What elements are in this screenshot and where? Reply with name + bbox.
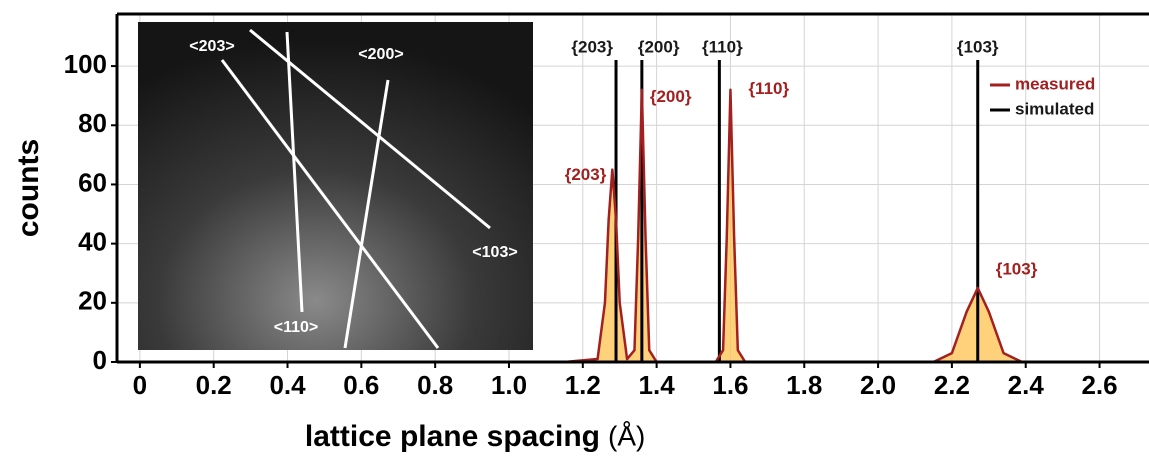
x-tick-label: 0.8	[417, 370, 453, 400]
legend-label: simulated	[1015, 99, 1094, 118]
x-tick-label: 1.4	[639, 370, 676, 400]
inset-line	[220, 59, 440, 349]
inset-label: <110>	[274, 319, 319, 336]
x-tick-label: 1.0	[491, 370, 527, 400]
simulated-label: {200}	[638, 37, 680, 56]
peak-label: {200}	[650, 87, 692, 106]
peak-label: {203}	[565, 165, 607, 184]
inset-background	[138, 22, 533, 350]
x-tick-label: 0	[133, 370, 147, 400]
measured-line	[564, 88, 1023, 364]
inset-label: <200>	[358, 46, 403, 63]
y-axis-label: counts	[12, 139, 45, 237]
x-tick-label: 1.2	[565, 370, 601, 400]
x-tick-label: 2.6	[1081, 370, 1117, 400]
inset-lines	[220, 28, 491, 349]
inset-image: <203> <200> <103> <110>	[138, 22, 533, 350]
x-tick-label: 1.8	[786, 370, 822, 400]
y-tick-label: 20	[78, 286, 107, 316]
inset-line	[285, 31, 304, 313]
x-axis-unit: (Å)	[608, 420, 645, 451]
peak-label: {110}	[748, 79, 789, 98]
x-tick-label: 1.6	[712, 370, 748, 400]
y-tick-label: 60	[78, 167, 107, 197]
inset-label: <203>	[189, 38, 234, 55]
x-tick-label: 2.4	[1008, 370, 1045, 400]
peak-label: {103}	[996, 260, 1038, 279]
axes-frame	[115, 12, 1149, 364]
x-tick-label: 0.6	[343, 370, 379, 400]
y-tick-label: 100	[64, 49, 107, 79]
measured-area	[564, 89, 1023, 363]
x-tick-label: 2.2	[934, 370, 970, 400]
y-tick-label: 0	[93, 345, 107, 375]
y-tick-label: 80	[78, 108, 107, 138]
inset-line	[343, 79, 390, 349]
simulated-label: {110}	[702, 37, 743, 56]
simulated-label: {103}	[957, 37, 999, 56]
x-tick-label: 0.2	[196, 370, 232, 400]
inset-label: <103>	[472, 244, 517, 261]
x-tick-label: 2.0	[860, 370, 896, 400]
x-axis-label: lattice plane spacing	[305, 420, 600, 453]
y-tick-label: 40	[78, 227, 107, 257]
simulated-label: {203}	[571, 37, 613, 56]
legend-label: measured	[1015, 74, 1095, 93]
x-tick-label: 0.4	[269, 370, 306, 400]
